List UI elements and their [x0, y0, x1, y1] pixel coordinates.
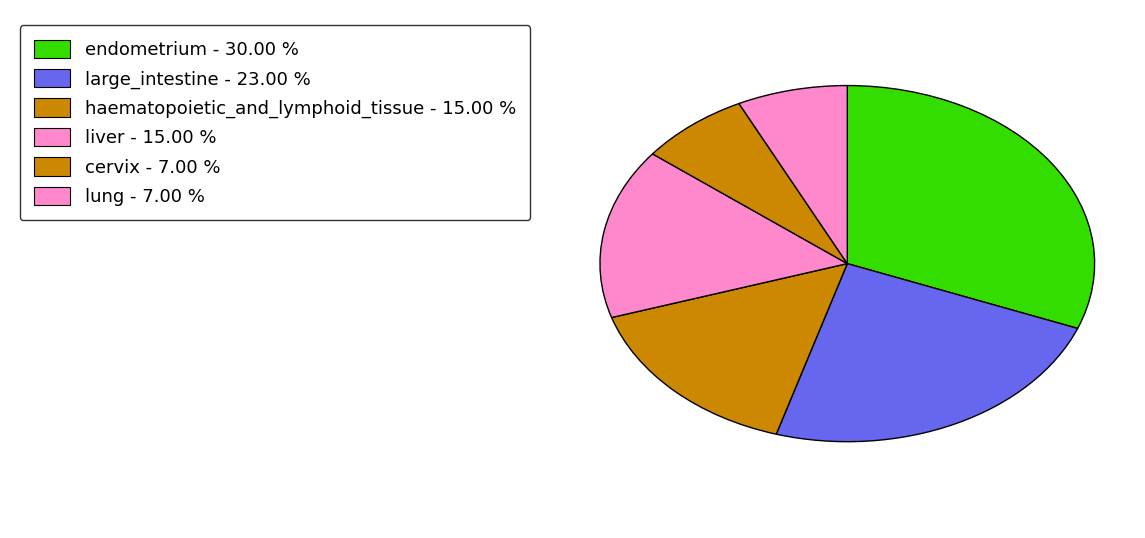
Legend: endometrium - 30.00 %, large_intestine - 23.00 %, haematopoietic_and_lymphoid_ti: endometrium - 30.00 %, large_intestine -… — [19, 25, 530, 221]
Wedge shape — [600, 154, 847, 317]
Wedge shape — [776, 264, 1077, 442]
Wedge shape — [653, 103, 847, 264]
Wedge shape — [739, 86, 847, 264]
Wedge shape — [611, 264, 847, 434]
Wedge shape — [847, 86, 1095, 328]
